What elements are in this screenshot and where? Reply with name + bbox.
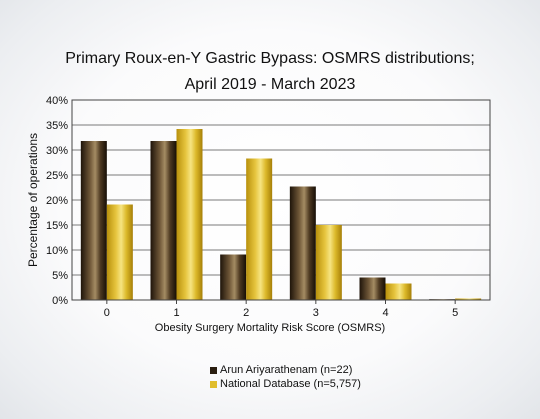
bar-series2-1	[176, 129, 203, 300]
y-tick-label-0: 0%	[52, 295, 68, 307]
y-tick-label-20: 20%	[46, 195, 68, 207]
y-tick-label-35: 35%	[46, 120, 68, 132]
x-tick-label-1: 1	[173, 307, 179, 319]
y-tick-label-25: 25%	[46, 170, 68, 182]
plot-area-border	[71, 99, 491, 301]
legend-label-1: Arun Ariyarathenam (n=22)	[220, 364, 353, 376]
bar-series1-1	[150, 141, 177, 300]
bar-series2-2	[246, 158, 273, 300]
bar-series1-2	[220, 254, 247, 300]
chart-title: Primary Roux-en-Y Gastric Bypass: OSMRS …	[65, 50, 475, 67]
legend-item-1: Arun Ariyarathenam (n=22)	[210, 364, 352, 376]
bar-series2-3	[315, 225, 342, 300]
legend-swatch-2	[210, 380, 217, 388]
x-tick-label-4: 4	[382, 307, 388, 319]
bar-series2-4	[385, 283, 412, 300]
legend-item-2: National Database (n=5,757)	[210, 378, 361, 390]
y-tick-label-10: 10%	[46, 245, 68, 257]
y-axis-label: Percentage of operations	[26, 133, 40, 267]
y-tick-label-5: 5%	[52, 270, 68, 282]
x-tick-label-3: 3	[313, 307, 319, 319]
x-tick-label-5: 5	[452, 307, 458, 319]
bar-series2-0	[106, 204, 133, 300]
y-tick-label-15: 15%	[46, 220, 68, 232]
chart-subtitle: April 2019 - March 2023	[184, 76, 356, 93]
bar-series2-5	[455, 298, 482, 300]
bar-series1-0	[80, 141, 107, 300]
bar-series1-3	[289, 186, 316, 300]
y-tick-label-30: 30%	[46, 145, 68, 157]
legend-swatch-1	[210, 366, 217, 374]
x-axis-label: Obesity Surgery Mortality Risk Score (OS…	[155, 322, 385, 334]
x-tick-label-0: 0	[104, 307, 110, 319]
y-tick-label-40: 40%	[46, 95, 68, 107]
legend-label-2: National Database (n=5,757)	[220, 378, 361, 390]
bar-series1-4	[359, 277, 386, 300]
x-tick-label-2: 2	[243, 307, 249, 319]
